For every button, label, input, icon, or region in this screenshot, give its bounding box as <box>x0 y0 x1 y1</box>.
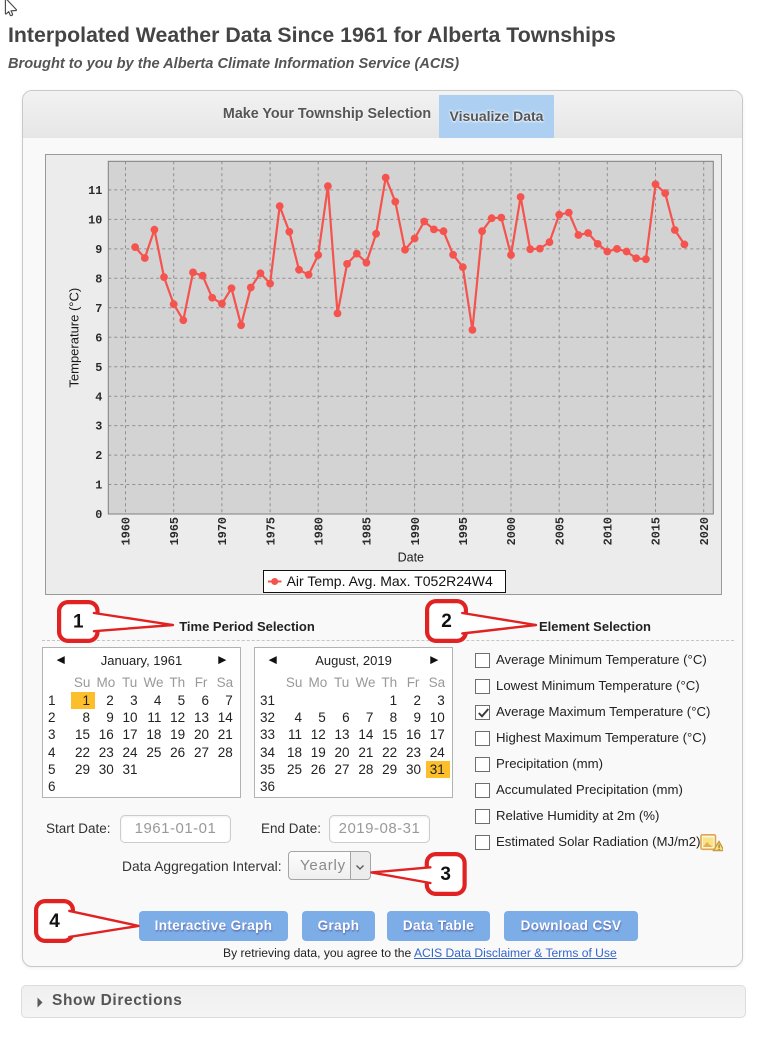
svg-text:2010: 2010 <box>602 517 616 545</box>
svg-text:2: 2 <box>95 449 102 463</box>
svg-text:2020: 2020 <box>698 517 712 545</box>
svg-text:1995: 1995 <box>457 517 471 545</box>
svg-text:6: 6 <box>95 331 102 345</box>
svg-text:1980: 1980 <box>312 517 326 545</box>
svg-text:1965: 1965 <box>168 517 182 545</box>
svg-text:5: 5 <box>95 361 102 375</box>
svg-text:1960: 1960 <box>120 517 134 545</box>
svg-text:2015: 2015 <box>650 517 664 545</box>
svg-text:1990: 1990 <box>409 517 423 545</box>
svg-text:4: 4 <box>95 390 102 404</box>
svg-text:1970: 1970 <box>216 517 230 545</box>
svg-text:1975: 1975 <box>264 517 278 545</box>
svg-text:8: 8 <box>95 272 102 286</box>
svg-text:3: 3 <box>95 420 102 434</box>
svg-text:9: 9 <box>95 243 102 257</box>
svg-text:2000: 2000 <box>505 517 519 545</box>
svg-text:Temperature (°C): Temperature (°C) <box>66 288 81 388</box>
svg-text:11: 11 <box>88 184 102 198</box>
svg-text:2005: 2005 <box>553 517 567 545</box>
svg-text:Date: Date <box>398 551 424 565</box>
svg-text:10: 10 <box>88 214 102 228</box>
svg-text:1: 1 <box>95 479 102 493</box>
svg-text:0: 0 <box>95 508 102 522</box>
svg-text:Air Temp. Avg. Max. T052R24W4: Air Temp. Avg. Max. T052R24W4 <box>287 573 493 589</box>
svg-text:1985: 1985 <box>361 517 375 545</box>
svg-text:7: 7 <box>95 302 102 316</box>
